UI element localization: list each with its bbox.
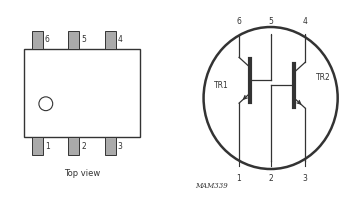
- Text: 1: 1: [237, 174, 242, 183]
- Bar: [105, 31, 116, 49]
- Text: 5: 5: [81, 35, 86, 44]
- Text: 4: 4: [303, 17, 307, 26]
- Bar: [32, 31, 43, 49]
- Ellipse shape: [204, 27, 338, 169]
- Bar: [32, 138, 43, 155]
- Text: TR2: TR2: [315, 73, 330, 82]
- Text: 3: 3: [118, 142, 122, 151]
- Bar: [105, 138, 116, 155]
- Text: 6: 6: [237, 17, 242, 26]
- Text: 6: 6: [45, 35, 50, 44]
- Text: Top view: Top view: [64, 169, 100, 178]
- Text: 4: 4: [118, 35, 122, 44]
- Text: 2: 2: [81, 142, 86, 151]
- Text: 1: 1: [45, 142, 50, 151]
- Circle shape: [39, 97, 53, 111]
- Text: TR1: TR1: [214, 81, 229, 90]
- Text: 3: 3: [303, 174, 307, 183]
- Text: MAM339: MAM339: [195, 182, 227, 190]
- Bar: [68, 138, 79, 155]
- Bar: [24, 49, 141, 138]
- Text: 5: 5: [268, 17, 273, 26]
- Bar: [68, 31, 79, 49]
- Text: 2: 2: [268, 174, 273, 183]
